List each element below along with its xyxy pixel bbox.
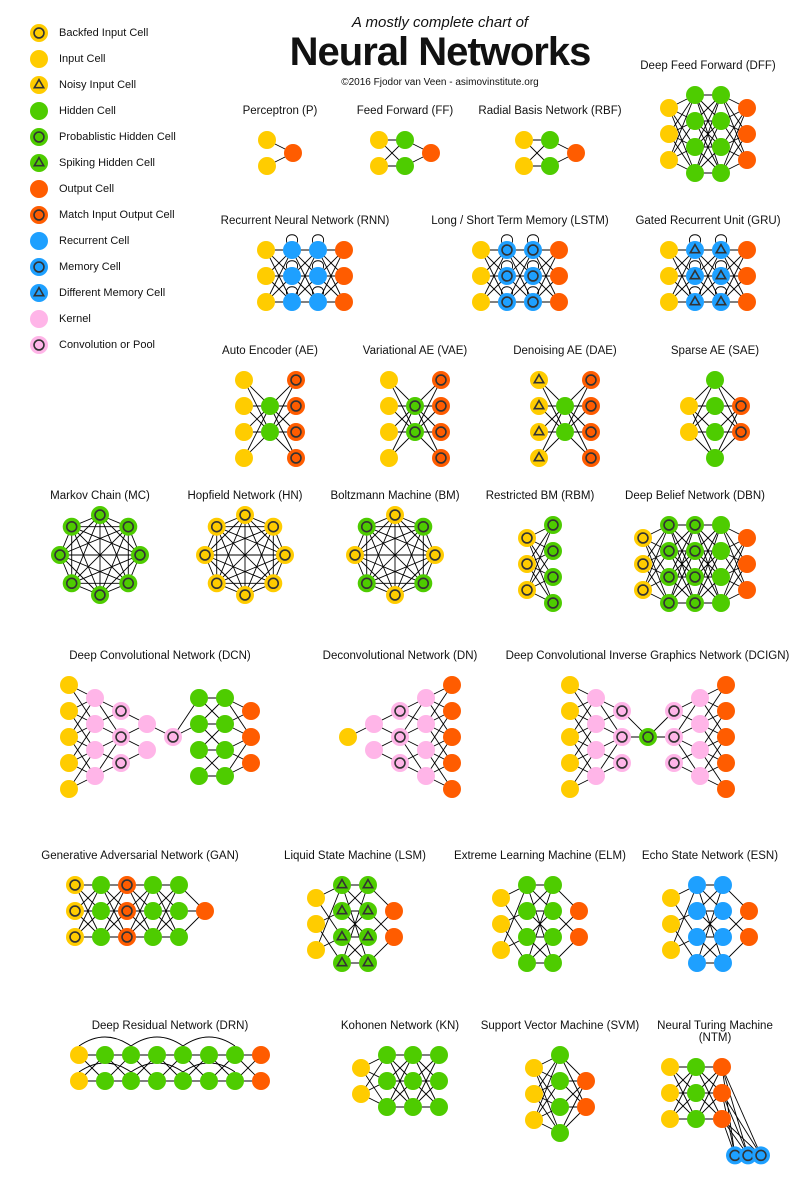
network-label: Support Vector Machine (SVM) — [480, 1020, 640, 1032]
legend-item: Match Input Output Cell — [28, 202, 208, 228]
network-dae: Denoising AE (DAE) — [495, 345, 635, 473]
network-label: Sparse AE (SAE) — [645, 345, 785, 357]
network-label: Gated Recurrent Unit (GRU) — [628, 215, 788, 227]
legend: Backfed Input Cell Input Cell Noisy Input … — [28, 20, 208, 358]
legend-item: Backfed Input Cell — [28, 20, 208, 46]
network-label: Deconvolutional Network (DN) — [300, 650, 500, 662]
network-label: Echo State Network (ESN) — [630, 850, 790, 862]
network-vae: Variational AE (VAE) — [345, 345, 485, 473]
network-label: Deep Feed Forward (DFF) — [628, 60, 788, 72]
network-label: Deep Convolutional Network (DCN) — [30, 650, 290, 662]
legend-label: Input Cell — [59, 53, 105, 65]
network-label: Auto Encoder (AE) — [205, 345, 335, 357]
legend-item: Memory Cell — [28, 254, 208, 280]
network-label: Boltzmann Machine (BM) — [320, 490, 470, 502]
legend-item: Recurrent Cell — [28, 228, 208, 254]
chart-title: Neural Networks — [220, 31, 660, 73]
legend-label: Recurrent Cell — [59, 235, 129, 247]
legend-item: Input Cell — [28, 46, 208, 72]
legend-item: Spiking Hidden Cell — [28, 150, 208, 176]
network-svm: Support Vector Machine (SVM) — [480, 1020, 640, 1148]
legend-label: Kernel — [59, 313, 91, 325]
network-label: Neural Turing Machine (NTM) — [640, 1020, 790, 1044]
network-lsm: Liquid State Machine (LSM) — [265, 850, 445, 978]
network-gru: Gated Recurrent Unit (GRU) — [628, 215, 788, 317]
network-label: Deep Convolutional Inverse Graphics Netw… — [505, 650, 790, 662]
network-label: Variational AE (VAE) — [345, 345, 485, 357]
network-label: Perceptron (P) — [225, 105, 335, 117]
network-esn: Echo State Network (ESN) — [630, 850, 790, 978]
network-label: Generative Adversarial Network (GAN) — [30, 850, 250, 862]
network-ae: Auto Encoder (AE) — [205, 345, 335, 473]
network-label: Feed Forward (FF) — [345, 105, 465, 117]
network-rbf: Radial Basis Network (RBF) — [475, 105, 625, 181]
chart-credit: ©2016 Fjodor van Veen - asimovinstitute.… — [220, 77, 660, 88]
legend-item: Probablistic Hidden Cell — [28, 124, 208, 150]
network-label: Deep Residual Network (DRN) — [30, 1020, 310, 1032]
legend-item: Kernel — [28, 306, 208, 332]
network-dn: Deconvolutional Network (DN) — [300, 650, 500, 804]
legend-item: Output Cell — [28, 176, 208, 202]
legend-label: Match Input Output Cell — [59, 209, 175, 221]
network-label: Denoising AE (DAE) — [495, 345, 635, 357]
network-label: Hopfield Network (HN) — [175, 490, 315, 502]
legend-label: Convolution or Pool — [59, 339, 155, 351]
network-hn: Hopfield Network (HN) — [175, 490, 315, 608]
network-p: Perceptron (P) — [225, 105, 335, 181]
network-mc: Markov Chain (MC) — [30, 490, 170, 608]
network-ff: Feed Forward (FF) — [345, 105, 465, 181]
network-rnn: Recurrent Neural Network (RNN) — [205, 215, 405, 317]
network-label: Kohonen Network (KN) — [325, 1020, 475, 1032]
network-sae: Sparse AE (SAE) — [645, 345, 785, 473]
network-label: Deep Belief Network (DBN) — [600, 490, 790, 502]
legend-item: Noisy Input Cell — [28, 72, 208, 98]
network-label: Markov Chain (MC) — [30, 490, 170, 502]
network-bm: Boltzmann Machine (BM) — [320, 490, 470, 608]
network-label: Extreme Learning Machine (ELM) — [450, 850, 630, 862]
network-dff: Deep Feed Forward (DFF) — [628, 60, 788, 188]
legend-label: Memory Cell — [59, 261, 121, 273]
network-gan: Generative Adversarial Network (GAN) — [30, 850, 250, 952]
legend-label: Noisy Input Cell — [59, 79, 136, 91]
legend-item: Convolution or Pool — [28, 332, 208, 358]
network-dcign: Deep Convolutional Inverse Graphics Netw… — [505, 650, 790, 804]
legend-label: Backfed Input Cell — [59, 27, 148, 39]
network-label: Radial Basis Network (RBF) — [475, 105, 625, 117]
chart-header: A mostly complete chart of Neural Networ… — [220, 14, 660, 88]
network-dbn: Deep Belief Network (DBN) — [600, 490, 790, 618]
network-label: Restricted BM (RBM) — [475, 490, 605, 502]
network-label: Long / Short Term Memory (LSTM) — [415, 215, 625, 227]
legend-label: Output Cell — [59, 183, 114, 195]
network-ntm: Neural Turing Machine (NTM) — [640, 1020, 790, 1170]
legend-label: Different Memory Cell — [59, 287, 165, 299]
legend-label: Spiking Hidden Cell — [59, 157, 155, 169]
network-dcn: Deep Convolutional Network (DCN) — [30, 650, 290, 804]
legend-label: Probablistic Hidden Cell — [59, 131, 176, 143]
network-kn: Kohonen Network (KN) — [325, 1020, 475, 1122]
legend-item: Different Memory Cell — [28, 280, 208, 306]
network-label: Liquid State Machine (LSM) — [265, 850, 445, 862]
chart-subtitle: A mostly complete chart of — [220, 14, 660, 31]
network-rbm: Restricted BM (RBM) — [475, 490, 605, 618]
legend-label: Hidden Cell — [59, 105, 116, 117]
network-drn: Deep Residual Network (DRN) — [30, 1020, 310, 1096]
network-elm: Extreme Learning Machine (ELM) — [450, 850, 630, 978]
network-lstm: Long / Short Term Memory (LSTM) — [415, 215, 625, 317]
network-label: Recurrent Neural Network (RNN) — [205, 215, 405, 227]
legend-item: Hidden Cell — [28, 98, 208, 124]
